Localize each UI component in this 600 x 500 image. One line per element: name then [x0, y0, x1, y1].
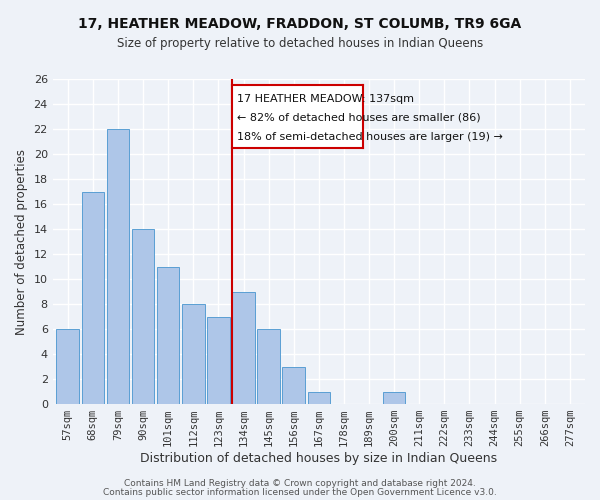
Text: 17, HEATHER MEADOW, FRADDON, ST COLUMB, TR9 6GA: 17, HEATHER MEADOW, FRADDON, ST COLUMB, … — [79, 18, 521, 32]
Text: ← 82% of detached houses are smaller (86): ← 82% of detached houses are smaller (86… — [238, 113, 481, 123]
Y-axis label: Number of detached properties: Number of detached properties — [15, 148, 28, 334]
X-axis label: Distribution of detached houses by size in Indian Queens: Distribution of detached houses by size … — [140, 452, 497, 465]
Bar — [157, 266, 179, 404]
Text: Contains public sector information licensed under the Open Government Licence v3: Contains public sector information licen… — [103, 488, 497, 497]
Bar — [82, 192, 104, 404]
Bar — [132, 229, 154, 404]
Bar — [182, 304, 205, 404]
Bar — [283, 366, 305, 404]
Text: Contains HM Land Registry data © Crown copyright and database right 2024.: Contains HM Land Registry data © Crown c… — [124, 478, 476, 488]
Bar — [308, 392, 330, 404]
Bar — [207, 316, 230, 404]
Text: 17 HEATHER MEADOW: 137sqm: 17 HEATHER MEADOW: 137sqm — [238, 94, 415, 104]
Text: Size of property relative to detached houses in Indian Queens: Size of property relative to detached ho… — [117, 38, 483, 51]
Bar — [107, 129, 129, 404]
Text: 18% of semi-detached houses are larger (19) →: 18% of semi-detached houses are larger (… — [238, 132, 503, 141]
Bar — [56, 329, 79, 404]
Bar — [257, 329, 280, 404]
Bar — [232, 292, 255, 404]
Bar — [383, 392, 406, 404]
